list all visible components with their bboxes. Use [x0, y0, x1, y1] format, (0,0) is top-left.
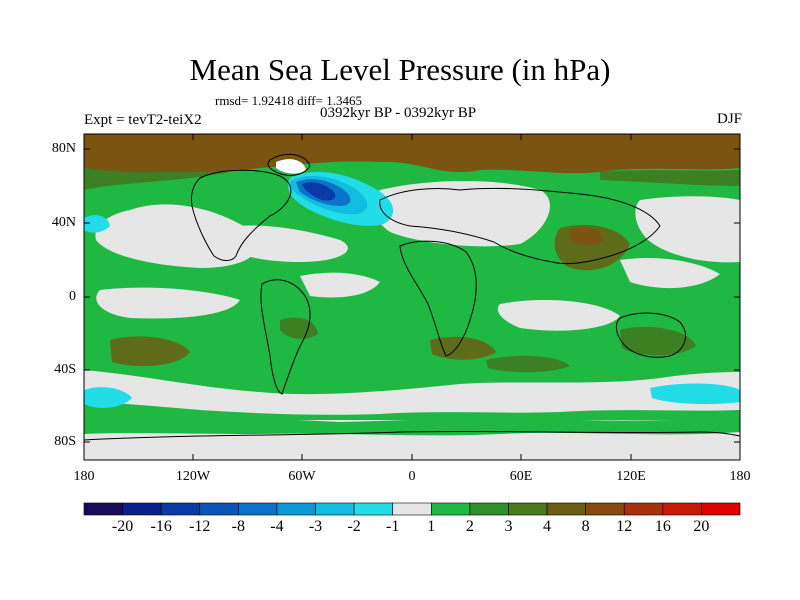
lon-label-120e: 120E	[616, 469, 646, 484]
eurasia-neutral	[372, 181, 550, 247]
sind-darkgreen	[486, 355, 570, 373]
lon-label-120w: 120W	[175, 469, 211, 484]
npac-e-neutral	[635, 196, 740, 263]
lat-label-80n: 80N	[51, 141, 76, 156]
colorbar-swatch	[662, 502, 702, 516]
lat-label-80s: 80S	[54, 434, 76, 449]
arctic-darkgreen-w	[84, 168, 230, 190]
lat-ticks	[84, 148, 740, 443]
colorbar-label: -2	[347, 518, 361, 535]
colorbar-label: 3	[504, 518, 513, 535]
indian-neutral	[497, 300, 620, 331]
southern-ocean-neutral	[84, 370, 740, 415]
colorbar-swatch	[546, 502, 586, 516]
colorbar-swatch	[392, 502, 432, 516]
arctic-darkgreen-e	[600, 170, 740, 186]
satl-olive	[430, 336, 496, 360]
colorbar-label: -8	[231, 518, 245, 535]
sind-cyan	[650, 383, 740, 405]
lat-label-40n: 40N	[51, 215, 76, 230]
colorbar-swatch	[585, 502, 625, 516]
colorbar-label: 16	[654, 518, 671, 535]
epac-neutral	[96, 287, 240, 319]
colorbar-swatch	[430, 502, 471, 516]
stats-line: rmsd= 1.92418 diff= 1.3465	[215, 93, 362, 108]
arctic-brown	[84, 134, 740, 178]
colorbar-label: -12	[189, 518, 211, 535]
colorbar	[83, 502, 741, 516]
eq-atl-neutral	[300, 272, 380, 298]
asia-brown	[570, 227, 604, 246]
colorbar-swatch	[83, 502, 123, 516]
colorbar-swatch	[469, 502, 509, 516]
colorbar-swatch	[508, 502, 548, 516]
colorbar-swatch	[701, 502, 741, 516]
lon-label-180e: 180	[729, 469, 751, 484]
colorbar-label: -3	[308, 518, 323, 535]
npac-cyan	[84, 215, 110, 233]
antarctic-green	[84, 416, 740, 436]
experiment-label: Expt = tevT2-teiX2	[84, 112, 202, 128]
lon-label-0: 0	[408, 469, 416, 484]
npac-neutral	[95, 204, 258, 268]
greenland-white	[276, 159, 306, 174]
colorbar-label: 4	[543, 518, 552, 535]
colorbar-label: -16	[150, 518, 172, 535]
coastlines	[83, 153, 741, 441]
spac-cyan	[84, 387, 132, 408]
colorbar-swatch	[238, 502, 278, 516]
lat-label-0: 0	[69, 289, 76, 304]
spac-olive	[110, 336, 190, 367]
colorbar-label: -4	[270, 518, 284, 535]
colorbar-swatch	[199, 502, 239, 516]
pressure-field	[84, 134, 740, 460]
lon-label-60e: 60E	[509, 469, 533, 484]
colorbar-label: 20	[693, 518, 710, 535]
period-label: 0392kyr BP - 0392kyr BP	[320, 105, 477, 121]
colorbar-swatch	[276, 502, 316, 516]
colorbar-label: -1	[386, 518, 400, 535]
sam-darkgreen	[280, 317, 318, 339]
colorbar-swatch	[122, 502, 162, 516]
natl-deepblue	[302, 182, 336, 201]
colorbar-swatch	[353, 502, 394, 516]
colorbar-swatch	[623, 502, 664, 516]
natl-neutral	[210, 225, 348, 262]
lon-ticks	[192, 134, 632, 460]
lat-label-40s: 40S	[54, 362, 76, 377]
aus-darkgreen	[620, 326, 696, 356]
wpac-neutral	[620, 257, 720, 289]
colorbar-label: -20	[111, 518, 134, 535]
colorbar-label: 8	[581, 518, 590, 535]
map-title: Mean Sea Level Pressure (in hPa)	[189, 52, 611, 87]
colorbar-label: 1	[427, 518, 436, 535]
colorbar-swatch	[160, 502, 201, 516]
lon-label-60w: 60W	[288, 469, 316, 484]
lon-label-180w: 180	[73, 469, 95, 484]
colorbar-label: 2	[465, 518, 474, 535]
season-label: DJF	[716, 111, 742, 127]
colorbar-label: 12	[616, 518, 633, 535]
colorbar-swatch	[315, 502, 355, 516]
